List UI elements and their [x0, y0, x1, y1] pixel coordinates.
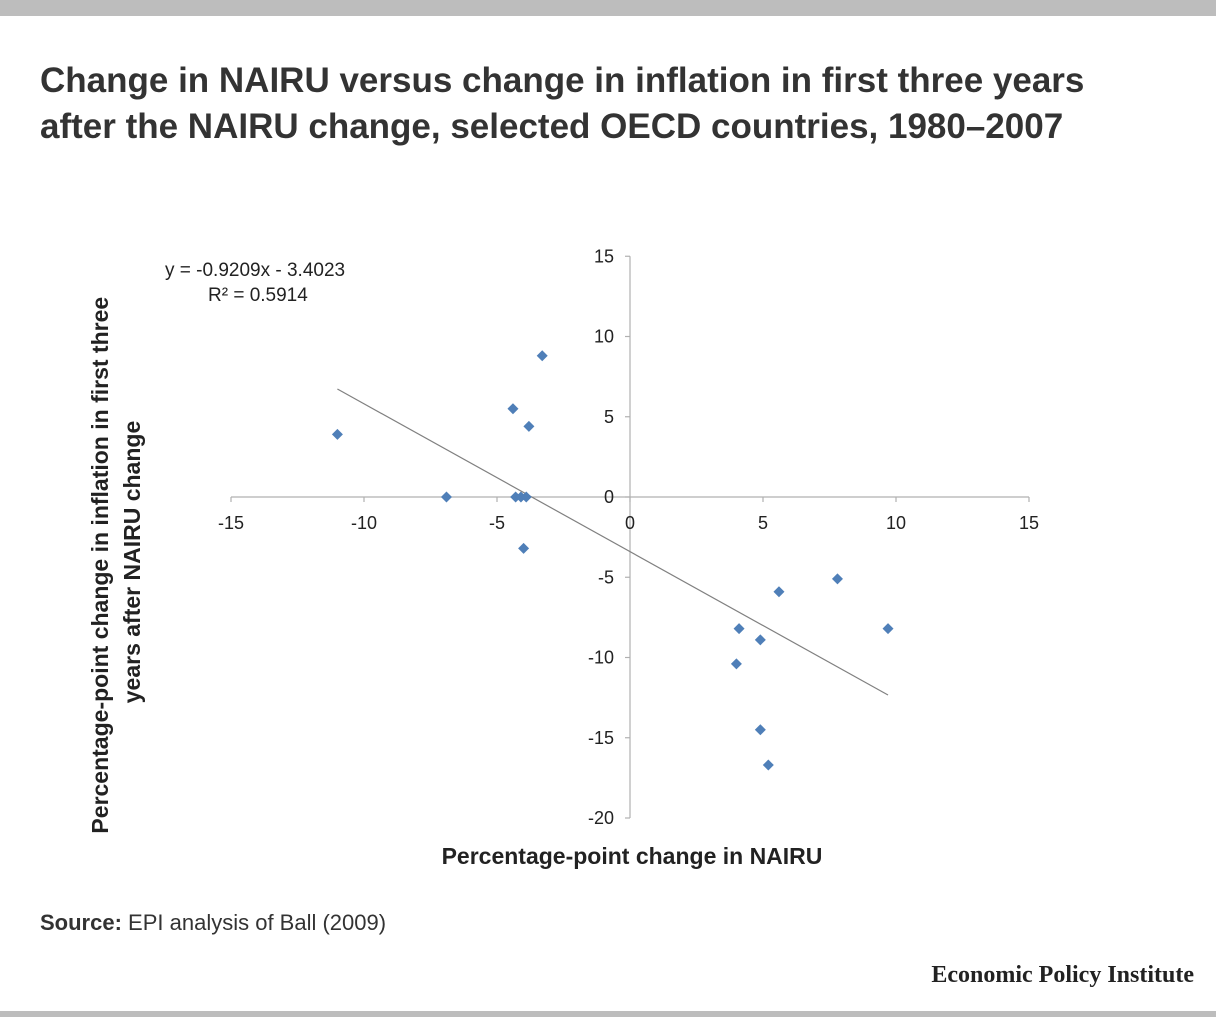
data-point [762, 759, 774, 771]
data-point [523, 420, 535, 432]
y-axis-label-line2: years after NAIRU change [119, 421, 145, 704]
y-axis-label: Percentage-point change in inflation in … [87, 290, 145, 833]
data-point [520, 491, 532, 503]
data-point [733, 623, 745, 635]
data-point [773, 586, 785, 598]
y-tick-label: 15 [594, 246, 614, 266]
y-axis-label-line1: Percentage-point change in inflation in … [87, 297, 113, 834]
axes [230, 255, 1030, 819]
tick-labels: -15 -10 -5 0 5 10 15 15 10 5 0 -5 -10 -15 -20 [218, 246, 1039, 828]
y-tick-label: -5 [598, 567, 614, 587]
source-note: Source: EPI analysis of Ball (2009) [40, 910, 386, 936]
x-tick-label: -10 [351, 513, 377, 533]
equation-annotation: y = -0.9209x - 3.4023 [165, 260, 345, 281]
top-bar [0, 0, 1216, 16]
data-point [536, 350, 548, 362]
y-tick-label: -10 [588, 648, 614, 668]
data-point [331, 428, 343, 440]
trendline [337, 388, 889, 696]
data-point [754, 724, 766, 736]
data-point [754, 634, 766, 646]
data-point [507, 403, 519, 415]
data-point [518, 542, 530, 554]
x-tick-label: 0 [625, 513, 635, 533]
bottom-bar [0, 1011, 1216, 1017]
y-tick-label: 0 [604, 487, 614, 507]
brand-logo-text: Economic Policy Institute [931, 962, 1194, 988]
source-label: Source: [40, 910, 122, 935]
x-tick-label: -5 [489, 513, 505, 533]
x-tick-label: 15 [1019, 513, 1039, 533]
chart-title: Change in NAIRU versus change in inflati… [40, 61, 1085, 146]
data-point [440, 491, 452, 503]
y-tick-label: -15 [588, 728, 614, 748]
y-tick-label: 5 [604, 407, 614, 427]
trendline-group [337, 388, 889, 696]
r-squared-annotation: R² = 0.5914 [208, 285, 308, 306]
x-tick-label: -15 [218, 513, 244, 533]
x-tick-label: 10 [886, 513, 906, 533]
data-points [331, 350, 894, 771]
data-point [831, 573, 843, 585]
data-point [882, 623, 894, 635]
y-tick-label: 10 [594, 327, 614, 347]
y-tick-label: -20 [588, 808, 614, 828]
data-point [730, 658, 742, 670]
chart-labels: y = -0.9209x - 3.4023 R² = 0.5914 Percen… [87, 260, 822, 869]
x-tick-label: 5 [758, 513, 768, 533]
x-axis-label: Percentage-point change in NAIRU [442, 843, 823, 869]
source-text: EPI analysis of Ball (2009) [128, 910, 387, 935]
